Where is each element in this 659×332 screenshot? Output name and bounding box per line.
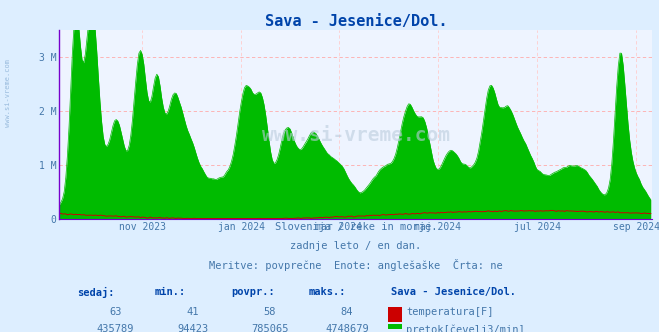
Text: 785065: 785065: [251, 324, 289, 332]
Text: 435789: 435789: [97, 324, 134, 332]
Text: www.si-vreme.com: www.si-vreme.com: [262, 126, 450, 145]
Text: 63: 63: [109, 307, 122, 317]
Text: Meritve: povprečne  Enote: anglešaške  Črta: ne: Meritve: povprečne Enote: anglešaške Črt…: [209, 260, 503, 272]
Text: maks.:: maks.:: [308, 287, 346, 297]
Text: min.:: min.:: [154, 287, 185, 297]
Text: pretok[čevelj3/min]: pretok[čevelj3/min]: [406, 324, 525, 332]
Bar: [389, 307, 401, 322]
Text: Sava - Jesenice/Dol.: Sava - Jesenice/Dol.: [391, 287, 517, 297]
Text: Slovenija / reke in morje.: Slovenija / reke in morje.: [275, 222, 437, 232]
Text: temperatura[F]: temperatura[F]: [406, 307, 494, 317]
Title: Sava - Jesenice/Dol.: Sava - Jesenice/Dol.: [265, 14, 447, 29]
Text: 94423: 94423: [177, 324, 208, 332]
Text: zadnje leto / en dan.: zadnje leto / en dan.: [290, 241, 422, 251]
Text: 58: 58: [264, 307, 276, 317]
Text: 4748679: 4748679: [325, 324, 369, 332]
Text: povpr.:: povpr.:: [231, 287, 275, 297]
Text: 41: 41: [186, 307, 199, 317]
Text: 84: 84: [341, 307, 353, 317]
Bar: [389, 324, 401, 332]
Text: sedaj:: sedaj:: [77, 287, 115, 298]
Text: www.si-vreme.com: www.si-vreme.com: [5, 59, 11, 127]
